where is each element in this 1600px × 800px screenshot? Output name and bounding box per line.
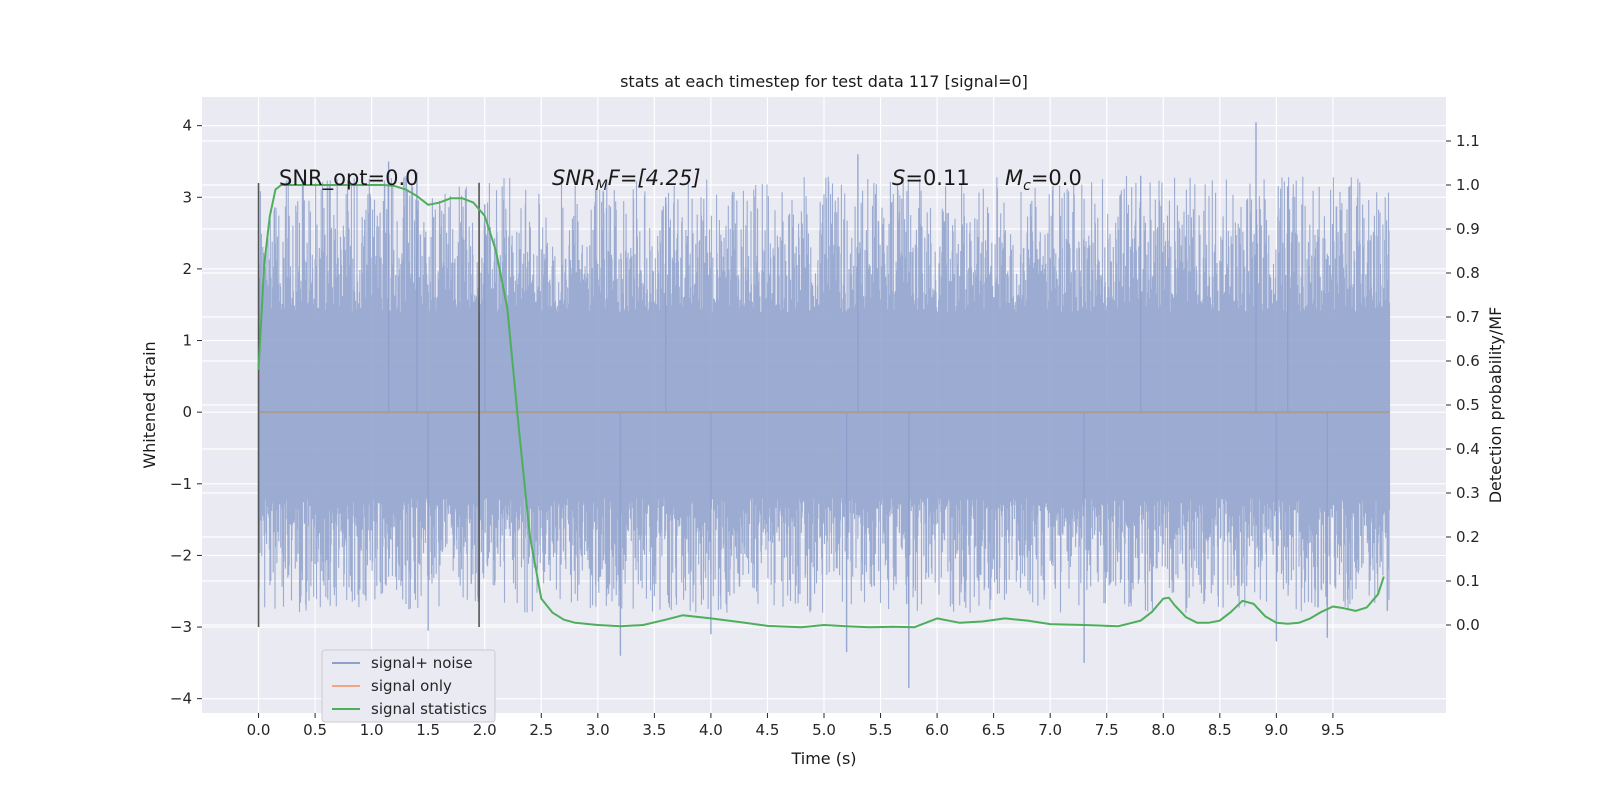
- signal-statistics-series: [257, 184, 1385, 629]
- legend: signal+ noise signal only signal statist…: [321, 649, 496, 723]
- legend-label-signal-statistics: signal statistics: [371, 700, 487, 718]
- legend-label-signal-noise: signal+ noise: [371, 654, 473, 672]
- x-tick-label: 6.5: [982, 721, 1006, 739]
- s-value: =0.11: [905, 166, 969, 190]
- mc-subscript: c: [1023, 178, 1031, 194]
- x-axis-ticks: 0.0 0.5 1.0 1.5 2.0 2.5 3.0 3.5 4.0 4.5 5.0 5.5 6.0 6…: [247, 713, 1345, 739]
- y2-tick-label: 0.9: [1456, 220, 1480, 238]
- x-tick-label: 5.5: [869, 721, 893, 739]
- x-tick-label: 1.5: [416, 721, 440, 739]
- mc-value: =0.0: [1031, 166, 1082, 190]
- x-tick-label: 0.0: [247, 721, 271, 739]
- window-markers: [257, 182, 480, 628]
- y-tick-label: −3: [170, 618, 192, 636]
- y-tick-label: 0: [182, 403, 192, 421]
- snr-opt-annotation: SNR_opt=0.0: [279, 166, 419, 191]
- x-tick-label: 4.5: [756, 721, 780, 739]
- snr-mf-symbol: SNR: [552, 166, 596, 190]
- signal-statistics-line: [257, 184, 1385, 629]
- x-tick-label: 7.5: [1095, 721, 1119, 739]
- y2-tick-label: 1.1: [1456, 132, 1480, 150]
- y2-tick-label: 0.6: [1456, 352, 1480, 370]
- left-y-axis-title: Whitened strain: [140, 341, 159, 468]
- x-tick-label: 6.0: [925, 721, 949, 739]
- x-tick-label: 9.5: [1321, 721, 1345, 739]
- y2-tick-label: 0.0: [1456, 616, 1480, 634]
- legend-label-signal-only: signal only: [371, 677, 452, 695]
- x-tick-label: 2.5: [529, 721, 553, 739]
- y2-tick-label: 0.5: [1456, 396, 1480, 414]
- s-annotation: S=0.11: [892, 166, 970, 190]
- left-y-axis-ticks: −4 −3 −2 −1 0 1 2 3 4: [170, 117, 202, 708]
- chart-title: stats at each timestep for test data 117…: [620, 72, 1028, 91]
- x-tick-label: 0.5: [303, 721, 327, 739]
- y-tick-label: 1: [182, 332, 192, 350]
- x-tick-label: 4.0: [699, 721, 723, 739]
- x-tick-label: 1.0: [360, 721, 384, 739]
- x-tick-label: 7.0: [1038, 721, 1062, 739]
- signal-noise-series: [257, 122, 1391, 688]
- x-tick-label: 8.5: [1208, 721, 1232, 739]
- x-tick-label: 5.0: [812, 721, 836, 739]
- y-tick-label: −2: [170, 546, 192, 564]
- x-tick-label: 9.0: [1264, 721, 1288, 739]
- y-tick-label: −1: [170, 475, 192, 493]
- y-tick-label: −4: [170, 690, 192, 708]
- right-y-axis-ticks: 0.0 0.1 0.2 0.3 0.4 0.5 0.6 0.7 0.8 0.9 1.0 1.1: [1446, 132, 1480, 634]
- x-tick-label: 3.0: [586, 721, 610, 739]
- y2-tick-label: 1.0: [1456, 176, 1480, 194]
- x-axis-title: Time (s): [790, 749, 856, 768]
- y2-tick-label: 0.3: [1456, 484, 1480, 502]
- snr-mf-value: F=[4.25]: [608, 166, 701, 190]
- snr-mf-annotation: SNRMF=[4.25]: [552, 166, 701, 194]
- s-symbol: S: [892, 166, 905, 190]
- y-tick-label: 4: [182, 117, 192, 135]
- y2-tick-label: 0.8: [1456, 264, 1480, 282]
- snr-mf-subscript: M: [596, 178, 608, 194]
- mc-symbol: M: [1005, 166, 1023, 190]
- y2-tick-label: 0.2: [1456, 528, 1480, 546]
- x-tick-label: 3.5: [642, 721, 666, 739]
- x-tick-label: 8.0: [1151, 721, 1175, 739]
- y-tick-label: 3: [182, 188, 192, 206]
- right-y-axis-title: Detection probability/MF: [1486, 307, 1505, 504]
- y-tick-label: 2: [182, 260, 192, 278]
- mc-annotation: Mc=0.0: [1005, 166, 1082, 194]
- y2-tick-label: 0.1: [1456, 572, 1480, 590]
- y2-tick-label: 0.7: [1456, 308, 1480, 326]
- x-tick-label: 2.0: [473, 721, 497, 739]
- legend-box: [321, 649, 496, 723]
- noise-extremes: [387, 122, 1328, 688]
- y2-tick-label: 0.4: [1456, 440, 1480, 458]
